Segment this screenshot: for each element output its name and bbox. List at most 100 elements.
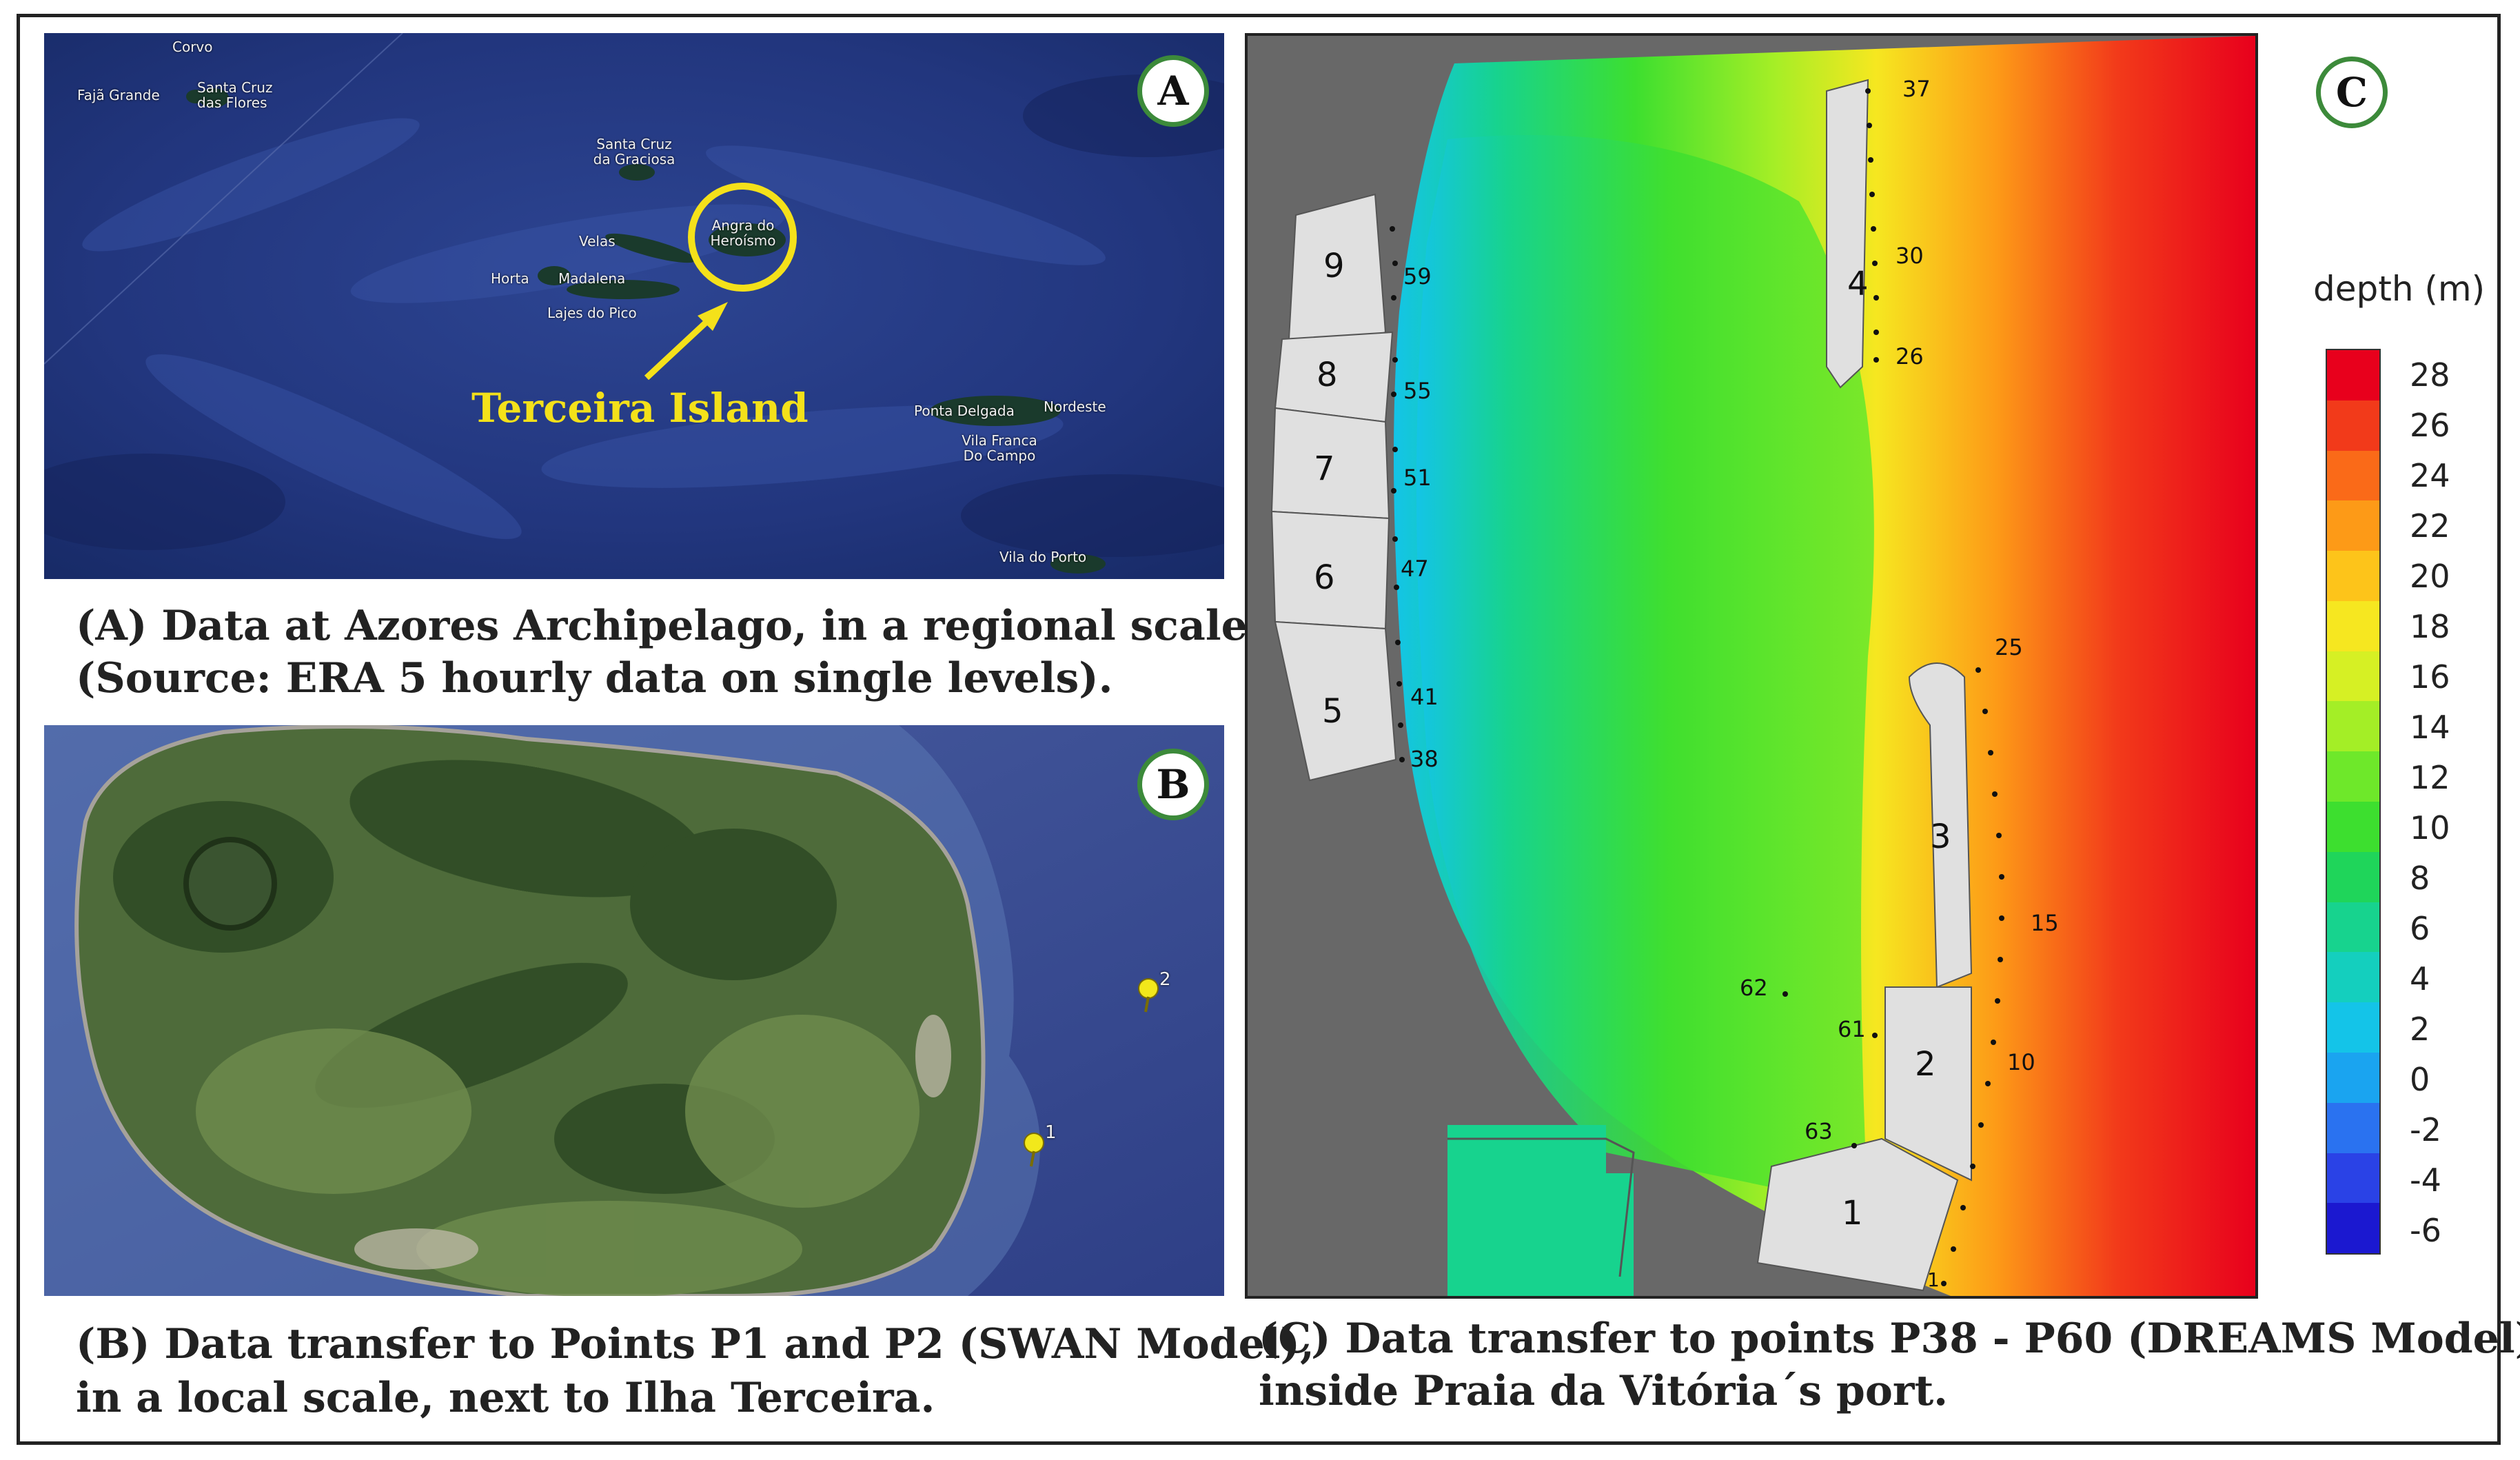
point-41-label: 41 bbox=[1410, 684, 1439, 710]
legend-swatch bbox=[2327, 551, 2379, 601]
place-ponta-delgada: Ponta Delgada bbox=[914, 403, 1015, 419]
port-depth-map bbox=[1248, 36, 2255, 1296]
point-10-label: 10 bbox=[2007, 1049, 2035, 1075]
legend-swatch bbox=[2327, 651, 2379, 702]
legend-swatch bbox=[2327, 1153, 2379, 1204]
point-63-label: 63 bbox=[1805, 1118, 1833, 1144]
legend-tick-label: 14 bbox=[2410, 708, 2450, 746]
legend-swatch bbox=[2327, 851, 2379, 902]
legend-swatch bbox=[2327, 350, 2379, 401]
structure-7-label: 7 bbox=[1314, 449, 1335, 488]
legend-tick-label: 0 bbox=[2410, 1060, 2430, 1098]
point-47-label: 47 bbox=[1401, 556, 1429, 582]
structure-4-label: 4 bbox=[1847, 265, 1869, 303]
structure-5 bbox=[1274, 620, 1397, 782]
point-61-label: 61 bbox=[1838, 1016, 1866, 1042]
point-51-label: 51 bbox=[1403, 465, 1432, 491]
panel-b-caption-line1: (B) Data transfer to Points P1 and P2 (S… bbox=[76, 1320, 1314, 1368]
structure-3 bbox=[1908, 662, 1973, 988]
place-vila-do-porto: Vila do Porto bbox=[999, 549, 1087, 565]
panel-c-badge: C bbox=[2316, 57, 2388, 128]
legend-tick-label: 22 bbox=[2410, 507, 2450, 545]
structure-6-label: 6 bbox=[1314, 558, 1335, 597]
legend-swatch bbox=[2327, 400, 2379, 451]
structure-2-label: 2 bbox=[1915, 1045, 1936, 1084]
legend-swatch bbox=[2327, 1052, 2379, 1103]
legend-tick-label: 6 bbox=[2410, 909, 2430, 947]
legend-swatch bbox=[2327, 701, 2379, 752]
legend-tick-label: -6 bbox=[2410, 1211, 2441, 1249]
place-horta: Horta bbox=[491, 270, 529, 287]
structure-1 bbox=[1756, 1137, 1959, 1292]
legend-tick-label: 10 bbox=[2410, 809, 2450, 846]
legend-swatch bbox=[2327, 802, 2379, 852]
azores-regional-map bbox=[44, 33, 1224, 579]
legend-tick-label: -4 bbox=[2410, 1161, 2441, 1199]
legend-swatch bbox=[2327, 902, 2379, 953]
place-velas: Velas bbox=[579, 233, 616, 250]
legend-swatch bbox=[2327, 500, 2379, 551]
point-25-label: 25 bbox=[1995, 634, 2023, 660]
legend-tick-label: -2 bbox=[2410, 1111, 2441, 1148]
panel-a-map: Corvo Fajã Grande Santa Cruz das Flores … bbox=[44, 33, 1224, 579]
point-37-label: 37 bbox=[1902, 76, 1931, 102]
legend-swatch bbox=[2327, 952, 2379, 1003]
legend-swatch bbox=[2327, 1102, 2379, 1153]
place-madalena: Madalena bbox=[558, 270, 626, 287]
legend-tick-label: 24 bbox=[2410, 456, 2450, 494]
terceira-satellite-image bbox=[44, 725, 1224, 1296]
structure-4 bbox=[1826, 79, 1869, 389]
panel-a-badge: A bbox=[1137, 55, 1209, 127]
depth-color-bar bbox=[2326, 349, 2381, 1255]
point-1-label: 1 bbox=[1927, 1268, 1940, 1291]
legend-tick-label: 12 bbox=[2410, 758, 2450, 796]
panel-a-caption-line2: (Source: ERA 5 hourly data on single lev… bbox=[76, 654, 1113, 702]
legend-tick-label: 20 bbox=[2410, 557, 2450, 595]
panel-c-caption-line1: (C) Data transfer to points P38 - P60 (D… bbox=[1259, 1315, 2520, 1363]
place-corvo: Corvo bbox=[172, 39, 213, 55]
place-santa-cruz-flores: Santa Cruz das Flores bbox=[197, 79, 273, 111]
pin-1-label: 1 bbox=[1045, 1122, 1057, 1143]
panel-b-badge: B bbox=[1137, 749, 1209, 820]
legend-tick-label: 8 bbox=[2410, 859, 2430, 897]
place-vila-franca-do-campo: Vila Franca Do Campo bbox=[962, 432, 1037, 464]
figure-frame bbox=[17, 14, 2501, 1445]
legend-tick-label: 16 bbox=[2410, 658, 2450, 696]
legend-tick-label: 26 bbox=[2410, 406, 2450, 444]
terceira-highlight-circle bbox=[688, 183, 797, 292]
legend-swatch bbox=[2327, 751, 2379, 802]
panel-c-bathymetry: 4 3 2 1 9 8 7 6 5 37 30 26 25 15 10 1 59… bbox=[1245, 33, 2258, 1299]
point-15-label: 15 bbox=[2031, 910, 2059, 936]
panel-b-caption-line2: in a local scale, next to Ilha Terceira. bbox=[76, 1374, 935, 1422]
structure-8-label: 8 bbox=[1317, 356, 1338, 394]
terceira-island-label: Terceira Island bbox=[471, 385, 809, 432]
pin-1-icon bbox=[1024, 1133, 1044, 1167]
legend-tick-label: 4 bbox=[2410, 960, 2430, 997]
point-62-label: 62 bbox=[1740, 975, 1768, 1001]
volcano-crater bbox=[183, 837, 277, 931]
point-55-label: 55 bbox=[1403, 378, 1432, 404]
legend-swatch bbox=[2327, 1203, 2379, 1254]
panel-b-satellite: 1 2 B bbox=[44, 725, 1224, 1296]
place-nordeste: Nordeste bbox=[1044, 398, 1106, 415]
panel-a-caption-line1: (A) Data at Azores Archipelago, in a reg… bbox=[76, 602, 1248, 650]
place-lajes-do-pico: Lajes do Pico bbox=[547, 305, 637, 321]
panel-c-caption-line2: inside Praia da Vitória´s port. bbox=[1259, 1367, 1949, 1415]
depth-legend-ticks: 28 26 24 22 20 18 16 14 12 10 8 6 4 2 0 -2 -4 -6 bbox=[2410, 349, 2486, 1255]
terceira-arrow bbox=[644, 310, 719, 381]
pin-2-icon bbox=[1138, 978, 1159, 1013]
place-angra-do-heroismo: Angra do Heroísmo bbox=[710, 217, 776, 249]
place-faja-grande: Fajã Grande bbox=[77, 87, 160, 103]
structure-5-label: 5 bbox=[1322, 692, 1343, 731]
legend-tick-label: 28 bbox=[2410, 356, 2450, 394]
point-59-label: 59 bbox=[1403, 263, 1432, 290]
structure-3-label: 3 bbox=[1930, 818, 1951, 856]
legend-tick-label: 18 bbox=[2410, 607, 2450, 645]
point-26-label: 26 bbox=[1896, 343, 1924, 369]
legend-title: depth (m) bbox=[2313, 269, 2486, 309]
legend-swatch bbox=[2327, 450, 2379, 501]
legend-swatch bbox=[2327, 1002, 2379, 1053]
point-38-label: 38 bbox=[1410, 746, 1439, 772]
legend-tick-label: 2 bbox=[2410, 1010, 2430, 1048]
structure-2 bbox=[1884, 986, 1972, 1182]
